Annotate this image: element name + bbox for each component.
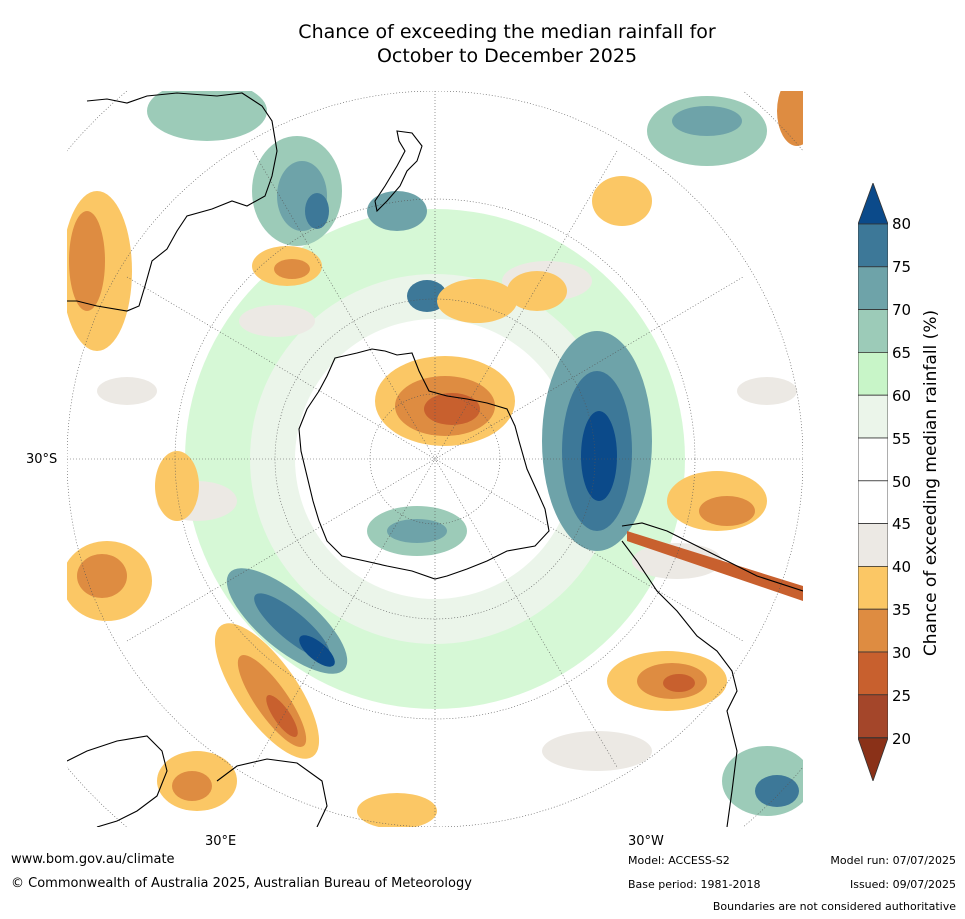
colorbar-tick: 50 xyxy=(892,473,912,491)
colorbar-segment xyxy=(858,266,888,311)
southern-africa-coastline xyxy=(67,735,168,827)
colorbar-tick: 65 xyxy=(892,344,912,362)
colorbar-segment xyxy=(858,351,888,396)
australia-coastline xyxy=(67,92,278,312)
longitude-label-east: 30°E xyxy=(205,834,237,849)
colorbar-tick: 40 xyxy=(892,558,912,576)
colorbar-tick: 30 xyxy=(892,644,912,662)
colorbar-tick: 70 xyxy=(892,301,912,319)
colorbar-tick: 35 xyxy=(892,601,912,619)
colorbar xyxy=(858,183,888,781)
colorbar-segment xyxy=(858,523,888,567)
colorbar-tick: 60 xyxy=(892,387,912,405)
disclaimer-text: Boundaries are not considered authoritat… xyxy=(712,900,956,913)
title-line-2: October to December 2025 xyxy=(376,45,638,67)
colorbar-tick: 45 xyxy=(892,515,912,533)
colorbar-segment xyxy=(858,694,888,738)
colorbar-segment xyxy=(858,223,888,268)
colorbar-label-text: Chance of exceeding median rainfall (%) xyxy=(921,309,941,657)
dry-regions xyxy=(67,91,803,827)
longitude-label-west: 30°W xyxy=(628,834,664,849)
latitude-label: 30°S xyxy=(26,452,58,467)
colorbar-segment xyxy=(858,651,888,696)
colorbar-tick: 25 xyxy=(892,687,912,705)
title-line-1: Chance of exceeding the median rainfall … xyxy=(298,21,716,43)
model-text: Model: ACCESS-S2 xyxy=(628,854,730,867)
colorbar-segment xyxy=(858,394,888,439)
rainfall-map-svg xyxy=(67,91,803,827)
colorbar-segment xyxy=(858,309,888,353)
south-america-coastline xyxy=(621,522,803,827)
colorbar-segments xyxy=(858,223,888,738)
antarctica-coastline xyxy=(298,348,550,580)
rainfall-map xyxy=(67,91,803,827)
new-zealand-coastline xyxy=(374,130,423,213)
model-run-text: Model run: 07/07/2025 xyxy=(830,854,956,867)
colorbar-tick: 75 xyxy=(892,258,912,276)
colorbar-tick: 20 xyxy=(892,730,912,748)
colorbar-segment xyxy=(858,437,888,482)
base-period-text: Base period: 1981-2018 xyxy=(628,878,761,891)
colorbar-segment xyxy=(858,480,888,524)
coastlines xyxy=(67,92,803,827)
graticule xyxy=(67,91,803,827)
colorbar-segment xyxy=(858,565,888,610)
map-title: Chance of exceeding the median rainfall … xyxy=(0,20,965,68)
wet-regions xyxy=(147,91,803,816)
colorbar-top-arrow xyxy=(858,183,888,225)
colorbar-segment xyxy=(858,608,888,653)
issued-text: Issued: 09/07/2025 xyxy=(849,878,956,891)
madagascar-coastline xyxy=(216,758,328,827)
colorbar-tick: 80 xyxy=(892,215,912,233)
colorbar-bottom-arrow xyxy=(858,737,888,781)
website-link[interactable]: www.bom.gov.au/climate xyxy=(11,852,175,867)
copyright-text: © Commonwealth of Australia 2025, Austra… xyxy=(11,876,472,891)
colorbar-tick: 55 xyxy=(892,430,912,448)
